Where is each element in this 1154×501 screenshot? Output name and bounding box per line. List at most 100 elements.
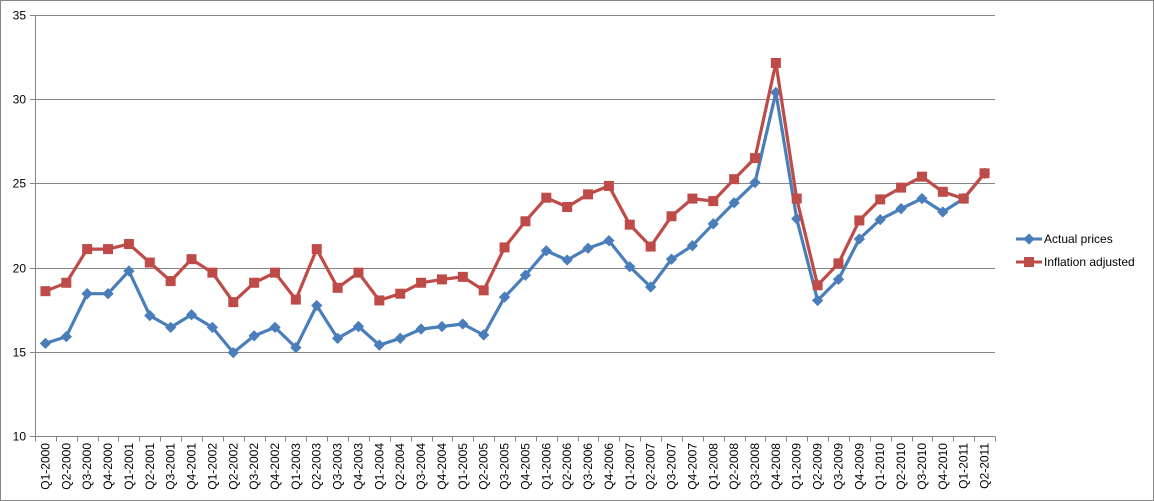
diamond-marker-icon[interactable] xyxy=(707,218,719,230)
x-tick-label: Q4-2005 xyxy=(518,443,532,490)
diamond-marker-icon[interactable] xyxy=(728,197,740,209)
diamond-marker-icon[interactable] xyxy=(665,253,678,265)
diamond-marker-icon[interactable] xyxy=(561,254,573,266)
square-marker-icon[interactable] xyxy=(833,258,844,269)
square-marker-icon[interactable] xyxy=(123,239,134,250)
square-marker-icon[interactable] xyxy=(770,57,781,68)
x-tick-label: Q1-2010 xyxy=(873,443,887,490)
square-marker-icon[interactable] xyxy=(854,215,865,226)
square-marker-icon[interactable] xyxy=(82,244,93,255)
legend-item-actual-prices[interactable]: Actual prices xyxy=(1016,232,1113,246)
square-marker-icon[interactable] xyxy=(979,168,990,179)
diamond-marker-icon[interactable] xyxy=(874,213,886,226)
legend-item-inflation-adjusted[interactable]: Inflation adjusted xyxy=(1016,255,1135,269)
diamond-marker-icon[interactable] xyxy=(269,321,281,334)
square-marker-icon[interactable] xyxy=(708,196,719,207)
diamond-marker-icon[interactable] xyxy=(394,332,406,344)
square-marker-icon[interactable] xyxy=(353,267,364,278)
diamond-marker-icon[interactable] xyxy=(644,281,657,293)
square-marker-icon[interactable] xyxy=(624,219,635,230)
square-marker-icon[interactable] xyxy=(249,277,260,288)
x-tick-label: Q3-2006 xyxy=(581,443,595,490)
square-marker-icon[interactable] xyxy=(290,294,301,305)
square-marker-icon[interactable] xyxy=(729,174,740,185)
diamond-marker-icon[interactable] xyxy=(832,273,845,286)
square-marker-icon[interactable] xyxy=(583,189,594,200)
square-marker-icon[interactable] xyxy=(896,182,907,193)
legend-label-inflation-adjusted: Inflation adjusted xyxy=(1044,255,1135,269)
diamond-marker-icon[interactable] xyxy=(415,323,427,335)
diamond-marker-icon[interactable] xyxy=(686,240,699,252)
diamond-marker-icon[interactable] xyxy=(811,294,824,307)
diamond-marker-icon[interactable] xyxy=(248,330,260,342)
diamond-marker-icon[interactable] xyxy=(227,346,239,359)
x-tick-label: Q2-2008 xyxy=(727,443,741,490)
square-marker-icon[interactable] xyxy=(687,193,698,204)
square-marker-icon[interactable] xyxy=(207,267,218,278)
diamond-marker-icon[interactable] xyxy=(624,261,636,273)
square-marker-icon[interactable] xyxy=(812,280,823,291)
square-marker-icon[interactable] xyxy=(916,171,927,182)
diamond-marker-icon[interactable] xyxy=(373,339,386,351)
diamond-marker-icon[interactable] xyxy=(540,245,552,257)
square-marker-icon[interactable] xyxy=(311,244,322,255)
square-marker-icon[interactable] xyxy=(186,254,197,265)
square-marker-icon[interactable] xyxy=(499,242,510,253)
diamond-marker-icon[interactable] xyxy=(352,320,365,333)
diamond-marker-icon[interactable] xyxy=(39,337,52,350)
diamond-marker-icon[interactable] xyxy=(185,309,198,321)
diamond-marker-icon[interactable] xyxy=(331,332,344,344)
y-tick-label: 15 xyxy=(13,346,27,360)
x-tick-label: Q1-2005 xyxy=(456,443,470,490)
square-marker-icon[interactable] xyxy=(270,267,280,278)
diamond-marker-icon[interactable] xyxy=(895,203,907,215)
diamond-marker-icon[interactable] xyxy=(290,341,302,354)
square-marker-icon[interactable] xyxy=(666,211,677,222)
diamond-marker-icon[interactable] xyxy=(164,321,177,334)
diamond-marker-icon[interactable] xyxy=(603,234,615,247)
legend-label-actual-prices: Actual prices xyxy=(1044,232,1113,246)
square-marker-icon[interactable] xyxy=(541,192,552,203)
y-tick-label: 35 xyxy=(13,9,27,23)
square-marker-icon[interactable] xyxy=(603,180,614,191)
diamond-marker-icon[interactable] xyxy=(311,299,323,312)
square-marker-icon[interactable] xyxy=(165,276,176,287)
x-tick-label: Q2-2010 xyxy=(894,443,908,490)
square-marker-icon[interactable] xyxy=(436,274,447,285)
y-tick-label: 10 xyxy=(13,430,27,444)
square-marker-icon[interactable] xyxy=(228,297,239,308)
diamond-marker-icon[interactable] xyxy=(749,176,761,189)
diamond-marker-icon[interactable] xyxy=(582,242,594,254)
diamond-marker-icon[interactable] xyxy=(478,329,490,341)
diamond-marker-icon[interactable] xyxy=(937,206,949,218)
square-marker-icon[interactable] xyxy=(395,288,406,299)
square-marker-icon[interactable] xyxy=(791,193,802,204)
diamond-marker-icon[interactable] xyxy=(853,233,866,245)
y-tick-label: 20 xyxy=(13,262,27,276)
square-marker-icon[interactable] xyxy=(457,271,468,282)
square-marker-icon[interactable] xyxy=(416,277,427,288)
diamond-marker-icon[interactable] xyxy=(916,192,928,205)
diamond-marker-icon[interactable] xyxy=(81,288,93,300)
square-marker-icon[interactable] xyxy=(144,257,155,268)
square-marker-icon[interactable] xyxy=(937,186,948,197)
diamond-marker-icon[interactable] xyxy=(498,291,511,303)
square-marker-icon[interactable] xyxy=(520,216,531,227)
diamond-marker-icon[interactable] xyxy=(457,318,469,330)
square-marker-icon[interactable] xyxy=(958,193,969,204)
diamond-marker-icon[interactable] xyxy=(144,309,156,322)
square-marker-icon[interactable] xyxy=(750,153,760,164)
square-marker-icon[interactable] xyxy=(332,282,343,293)
square-marker-icon[interactable] xyxy=(374,295,385,306)
square-marker-icon[interactable] xyxy=(875,194,886,205)
square-marker-icon[interactable] xyxy=(645,241,656,252)
square-marker-icon[interactable] xyxy=(103,244,114,255)
square-marker-icon[interactable] xyxy=(562,201,573,212)
diamond-marker-icon[interactable] xyxy=(436,320,448,333)
diamond-marker-icon[interactable] xyxy=(519,269,532,281)
square-marker-icon[interactable] xyxy=(61,277,72,288)
square-marker-icon[interactable] xyxy=(40,286,51,297)
square-marker-icon[interactable] xyxy=(478,285,489,296)
diamond-marker-icon[interactable] xyxy=(60,330,72,343)
diamond-marker-icon[interactable] xyxy=(206,321,219,334)
